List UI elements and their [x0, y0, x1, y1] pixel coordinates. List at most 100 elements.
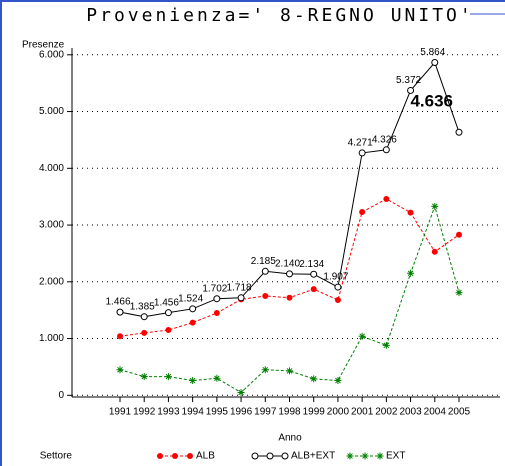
legend-marker	[157, 453, 163, 459]
data-label: 1.702	[202, 283, 227, 294]
point	[455, 289, 463, 297]
series-line	[119, 61, 460, 318]
point	[237, 388, 245, 396]
data-label: 4.636	[410, 92, 453, 111]
point	[286, 270, 293, 278]
x-tick-label: 1991	[109, 407, 132, 418]
point	[164, 309, 172, 317]
point	[407, 86, 415, 94]
x-tick-label: 1997	[254, 407, 277, 418]
point	[116, 308, 124, 316]
point	[117, 333, 123, 340]
data-label: 1.524	[178, 293, 203, 304]
point	[455, 128, 463, 136]
point	[261, 267, 269, 275]
point	[189, 377, 197, 385]
legend-marker	[376, 452, 384, 460]
point	[165, 327, 172, 334]
x-tick-label: 1994	[182, 407, 205, 418]
x-tick-label: 2005	[448, 407, 471, 418]
x-tick-label: 2002	[375, 407, 398, 418]
point	[334, 283, 342, 291]
point	[286, 294, 293, 301]
data-label: 2.134	[299, 259, 324, 270]
x-axis-label: Anno	[278, 433, 302, 444]
point	[261, 366, 269, 374]
point	[286, 367, 293, 375]
x-tick-label: 2004	[424, 407, 447, 418]
point	[189, 305, 197, 313]
data-label: 4.326	[372, 134, 397, 145]
x-tick-label: 2000	[327, 407, 350, 418]
point	[431, 202, 439, 210]
y-axis-label: Presenze	[22, 40, 65, 51]
data-label: 1.718	[227, 282, 252, 293]
x-tick-label: 1999	[303, 407, 326, 418]
x-tick-label: 1992	[133, 407, 156, 418]
y-tick-label: 4.000	[39, 163, 64, 174]
legend-marker	[172, 453, 178, 459]
y-tick-label: 0	[58, 390, 64, 401]
point	[407, 269, 415, 277]
y-tick-label: 6.000	[39, 49, 64, 60]
data-label: 2.185	[251, 256, 276, 267]
x-tick-label: 2001	[351, 407, 374, 418]
point	[358, 332, 366, 340]
data-label: 1.385	[130, 301, 155, 312]
data-label: 4.271	[348, 138, 373, 149]
x-tick-label: 2003	[399, 407, 422, 418]
point	[382, 146, 390, 154]
data-label: 5.372	[396, 75, 421, 86]
point	[141, 329, 148, 336]
data-label: 2.140	[275, 258, 300, 269]
point	[140, 313, 148, 321]
point	[310, 375, 318, 383]
legend-label: EXT	[386, 451, 405, 462]
data-label: 5.864	[420, 47, 445, 58]
x-tick-label: 1993	[157, 407, 180, 418]
point	[431, 248, 438, 255]
chart-title: Provenienza=' 8-REGNO UNITO'	[86, 5, 473, 26]
legend-marker	[361, 452, 369, 460]
y-tick-label: 5.000	[39, 106, 64, 117]
point	[164, 373, 172, 381]
series-line	[119, 204, 460, 394]
y-tick-label: 3.000	[39, 220, 64, 231]
y-tick-label: 1.000	[39, 333, 64, 344]
point	[213, 295, 221, 303]
point	[358, 149, 366, 157]
data-label: 1.466	[105, 297, 130, 308]
point	[359, 209, 366, 216]
point	[407, 209, 414, 216]
point	[456, 231, 462, 238]
legend-marker	[346, 452, 354, 460]
x-tick-label: 1995	[206, 407, 229, 418]
point	[189, 319, 196, 326]
point	[334, 296, 341, 303]
legend-marker	[187, 453, 193, 459]
point	[431, 59, 439, 67]
point	[334, 377, 342, 385]
data-label: 1.907	[323, 272, 348, 283]
legend-marker	[251, 452, 259, 460]
legend-label: ALB+EXT	[291, 451, 335, 462]
x-tick-label: 1996	[230, 407, 253, 418]
data-label: 1.456	[154, 297, 179, 308]
point	[213, 374, 221, 382]
legend-title: Settore	[40, 451, 73, 462]
point	[383, 195, 390, 202]
point	[382, 341, 390, 349]
point	[237, 294, 245, 302]
legend-marker	[281, 452, 289, 460]
point	[310, 270, 318, 278]
y-tick-label: 2.000	[39, 276, 64, 287]
point	[116, 366, 124, 374]
point	[262, 292, 269, 299]
legend-label: ALB	[196, 451, 215, 462]
legend-marker	[266, 452, 274, 460]
point	[140, 373, 148, 381]
x-tick-label: 1998	[278, 407, 301, 418]
point	[213, 310, 220, 317]
point	[310, 286, 317, 293]
